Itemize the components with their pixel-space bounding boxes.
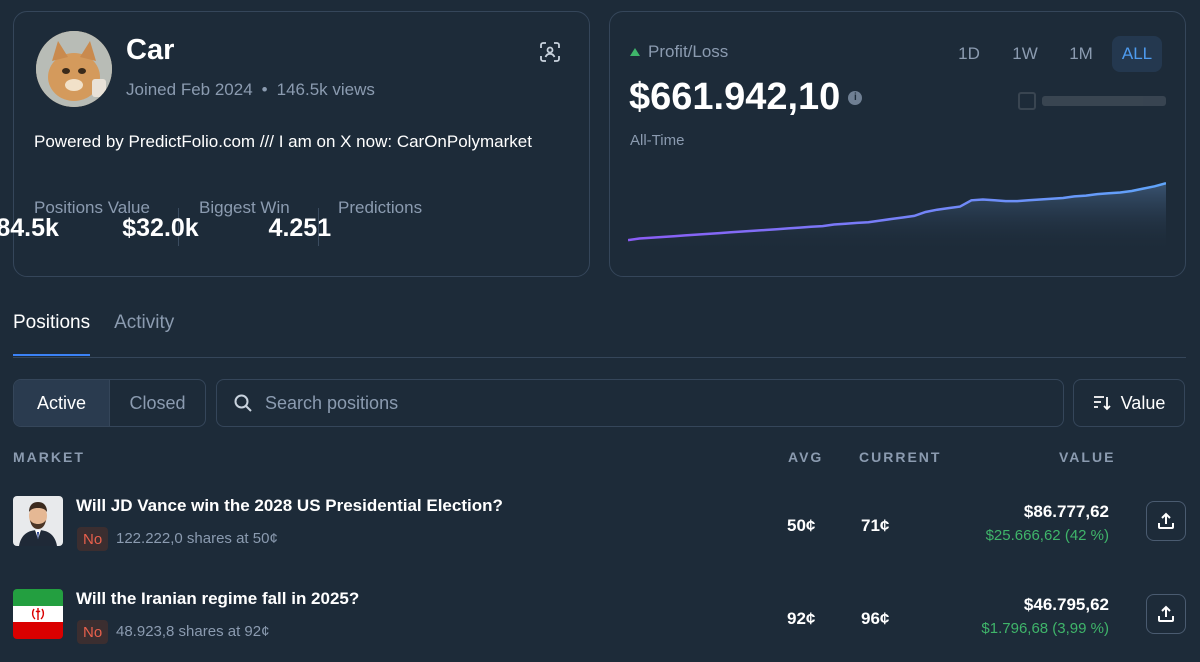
stat-label: Positions Value [34,198,150,217]
avg-price: 50¢ [787,516,816,535]
profile-meta: Joined Feb 2024 • 146.5k views [126,80,375,100]
shares-info: 48.923,8 shares at 92¢ [116,623,270,640]
outcome-badge: No [77,620,109,644]
pnl-period: All-Time [630,132,685,149]
market-question[interactable]: Will JD Vance win the 2028 US Presidenti… [76,496,503,515]
stat-value: $384.5k [0,214,59,242]
profile-card: Car Joined Feb 2024 • 146.5k views Powered… [0,11,590,277]
current-price: 71¢ [861,516,890,535]
stat-value: 4.251 [268,214,332,242]
position-value: $46.795,62 [1023,595,1109,614]
search-box [216,379,1064,427]
separator-dot: • [261,80,268,99]
stat-divider [318,208,319,246]
watermark-bar [1042,96,1166,106]
stat-positions-value: Positions Value $384.5k [0,198,150,242]
position-change: $25.666,62 (42 %) [985,527,1109,544]
column-market: MARKET [13,449,85,465]
range-1m-button[interactable]: 1M [1069,44,1093,63]
stat-predictions: Predictions 4.251 [269,198,423,242]
avatar[interactable] [36,31,112,107]
tab-divider [13,357,1186,358]
scan-profile-button[interactable] [539,41,561,63]
column-current[interactable]: CURRENT [859,449,942,465]
tab-positions[interactable]: Positions [13,312,91,356]
stat-biggest-win: Biggest Win $32.0k [122,198,290,242]
table-row[interactable]: Will JD Vance win the 2028 US Presidenti… [0,496,1200,576]
position-value: $86.777,62 [1023,502,1109,521]
range-all-button[interactable]: ALL [1112,36,1162,72]
avg-price: 92¢ [787,609,816,628]
joined-date: Joined Feb 2024 [126,80,253,99]
cat-avatar-icon [36,31,112,107]
sort-button[interactable]: Value [1073,379,1185,427]
pnl-chart [628,181,1166,252]
person-portrait-icon [13,496,63,546]
tab-activity[interactable]: Activity [114,312,175,333]
pnl-amount: $661.942,10 [629,76,841,118]
tab-bar: Positions Activity [13,312,174,356]
stat-divider [178,208,179,246]
search-icon [234,394,252,412]
range-1w-button[interactable]: 1W [1012,44,1038,63]
pnl-value: $661.942,10 i [629,76,863,119]
sort-icon [1093,396,1111,411]
pnl-label: Profit/Loss [630,42,728,62]
time-range-selector: 1D 1W 1M ALL [944,36,1162,72]
stat-label: Predictions [338,198,423,217]
share-button[interactable] [1146,594,1186,634]
column-value[interactable]: VALUE [1059,449,1116,465]
iran-flag-icon [13,589,63,639]
watermark [1018,90,1166,112]
info-icon[interactable]: i [848,90,863,105]
position-change: $1.796,68 (3,99 %) [981,620,1109,637]
profile-bio: Powered by PredictFolio.com /// I am on … [34,132,532,151]
share-icon [1158,512,1174,529]
stat-label: Biggest Win [199,198,290,217]
view-count: 146.5k views [276,80,375,99]
market-question[interactable]: Will the Iranian regime fall in 2025? [76,589,360,608]
scan-face-icon [540,42,560,62]
pnl-label-text: Profit/Loss [648,42,729,61]
market-thumbnail [13,496,63,546]
share-icon [1158,605,1174,622]
range-1d-button[interactable]: 1D [958,44,980,63]
search-input[interactable] [265,392,1025,414]
stat-value: $32.0k [122,214,199,242]
column-avg[interactable]: AVG [788,449,824,465]
sort-label: Value [1120,392,1166,413]
profit-loss-card: Profit/Loss $661.942,10 i All-Time 1D 1W… [609,11,1186,277]
username: Car [126,34,175,66]
market-thumbnail [13,589,63,639]
closed-filter-button[interactable]: Closed [129,392,186,413]
table-row[interactable]: Will the Iranian regime fall in 2025? No… [0,589,1200,662]
pnl-line [628,181,1166,242]
shares-info: 122.222,0 shares at 50¢ [116,530,278,547]
active-filter-button[interactable]: Active [14,380,110,426]
current-price: 96¢ [861,609,890,628]
share-button[interactable] [1146,501,1186,541]
position-filter: Active Closed [13,379,206,427]
outcome-badge: No [77,527,109,551]
triangle-up-icon [630,48,640,56]
watermark-logo-icon [1018,92,1036,110]
